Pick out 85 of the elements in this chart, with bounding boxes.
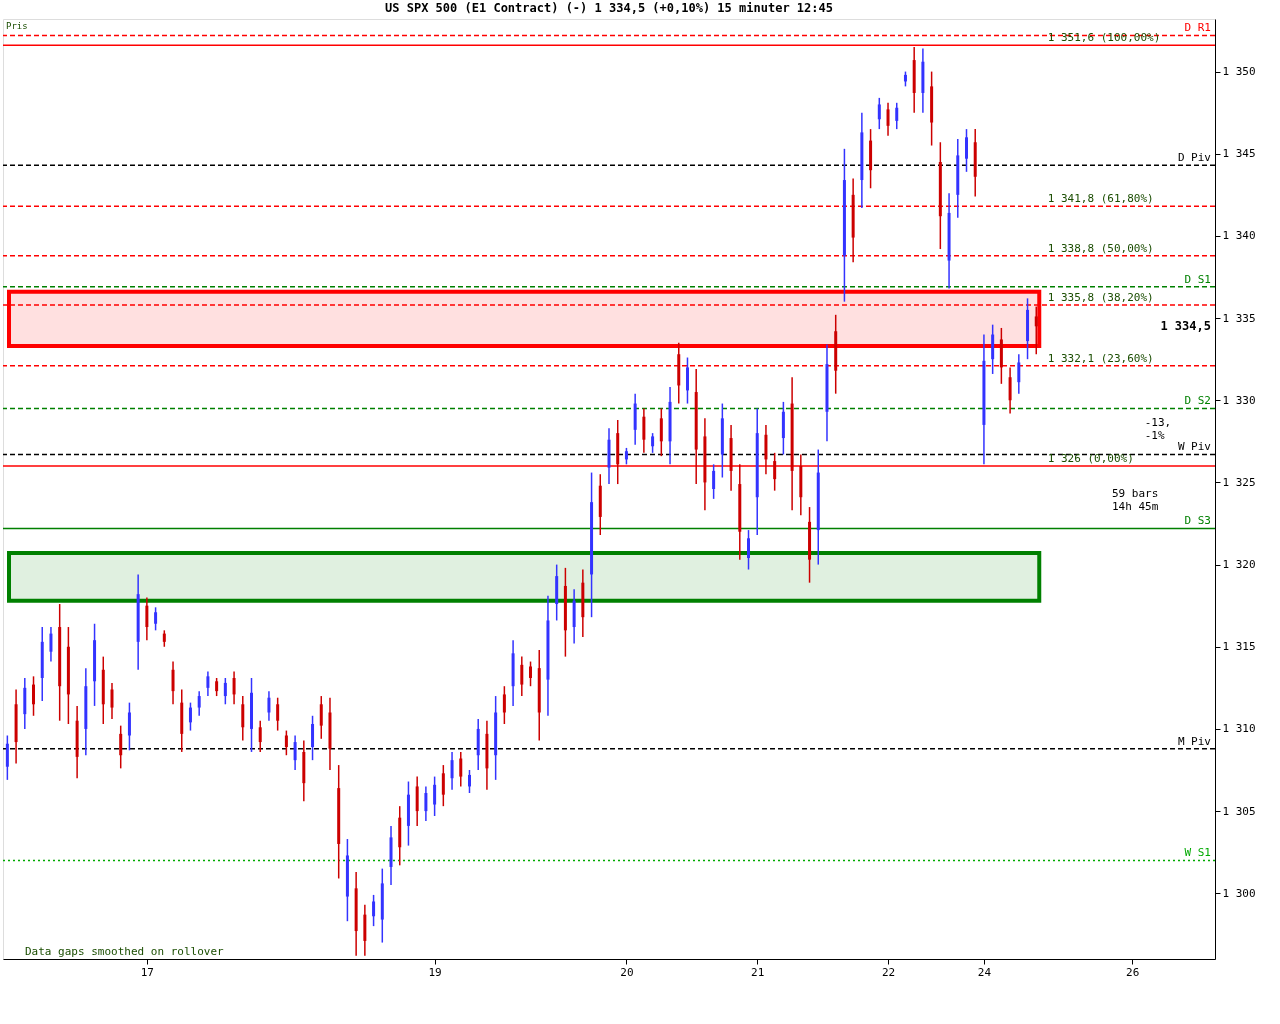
ref-line-label: D R1 bbox=[1184, 21, 1211, 35]
candlestick bbox=[502, 685, 506, 725]
y-tick-label: 1 310 bbox=[1222, 722, 1256, 736]
candlestick bbox=[145, 596, 149, 641]
annotation: 1 334,5 bbox=[1160, 319, 1211, 334]
annotation: 1 326 (0,00%) bbox=[1047, 451, 1134, 465]
candlestick bbox=[267, 690, 271, 722]
candlestick bbox=[467, 769, 471, 794]
candlestick bbox=[197, 690, 201, 717]
candlestick bbox=[895, 102, 899, 130]
annotation: 1 332,1 (23,60%) bbox=[1047, 351, 1154, 365]
candlestick bbox=[258, 719, 262, 753]
candlestick bbox=[529, 660, 533, 687]
chart-title: US SPX 500 (E1 Contract) (-) 1 334,5 (+0,10%) 15 minuter 12:45 bbox=[385, 1, 833, 15]
annotation: 59 bars 14h 45m bbox=[1111, 486, 1159, 513]
x-tick-label: 20 bbox=[620, 965, 634, 979]
candlestick bbox=[685, 356, 689, 405]
ref-line-label: D S1 bbox=[1184, 272, 1211, 286]
y-axis-title: Pris bbox=[6, 21, 28, 31]
candlestick bbox=[154, 606, 158, 632]
candlestick bbox=[1017, 353, 1021, 395]
annotation: 1 335,8 (38,20%) bbox=[1047, 290, 1154, 304]
candlestick bbox=[311, 715, 315, 761]
candlestick bbox=[119, 724, 123, 770]
ref-line-label: D Piv bbox=[1177, 151, 1212, 165]
y-tick-label: 1 330 bbox=[1222, 393, 1256, 407]
candlestick bbox=[188, 701, 192, 732]
ref-line-label: D S2 bbox=[1184, 394, 1211, 408]
x-tick-label: 19 bbox=[428, 965, 442, 979]
candlestick bbox=[712, 463, 716, 500]
candlestick bbox=[520, 655, 524, 697]
candlestick bbox=[372, 894, 376, 927]
annotation: Data gaps smoothed on rollover bbox=[25, 945, 225, 958]
candlestick bbox=[1034, 305, 1038, 355]
x-tick-label: 21 bbox=[751, 965, 765, 979]
candlestick bbox=[877, 97, 881, 130]
annotation: 1 338,8 (50,00%) bbox=[1047, 241, 1154, 255]
x-tick-label: 24 bbox=[977, 965, 992, 979]
candlestick bbox=[424, 785, 428, 822]
candlestick bbox=[642, 407, 646, 454]
y-tick-label: 1 300 bbox=[1222, 886, 1256, 900]
candlestick bbox=[651, 432, 655, 454]
candlestick bbox=[127, 701, 131, 752]
y-tick-label: 1 325 bbox=[1222, 475, 1256, 489]
candlestick bbox=[284, 729, 288, 756]
candlestick bbox=[659, 407, 663, 457]
candlestick bbox=[319, 695, 323, 740]
y-tick-label: 1 340 bbox=[1222, 229, 1256, 243]
candlestick bbox=[232, 670, 236, 706]
candlestick bbox=[276, 696, 280, 732]
candlestick bbox=[171, 660, 175, 706]
candlestick bbox=[5, 734, 9, 781]
y-tick-label: 1 305 bbox=[1222, 804, 1256, 818]
candlestick bbox=[747, 529, 751, 571]
candlestick bbox=[293, 734, 297, 771]
candlestick bbox=[215, 677, 219, 697]
y-tick-label: 1 320 bbox=[1222, 558, 1256, 572]
candlestick bbox=[241, 695, 245, 742]
candlestick bbox=[206, 670, 210, 697]
candlestick bbox=[433, 775, 437, 817]
y-tick-label: 1 350 bbox=[1222, 65, 1256, 79]
candlestick bbox=[441, 764, 445, 807]
candlestick bbox=[32, 675, 36, 717]
candlestick bbox=[49, 626, 53, 663]
candlestick bbox=[110, 682, 114, 720]
x-tick-label: 22 bbox=[881, 965, 896, 979]
candlestick bbox=[965, 128, 968, 173]
y-tick-label: 1 315 bbox=[1222, 640, 1256, 654]
ref-line-label: W S1 bbox=[1184, 846, 1211, 860]
ref-line-label: D S3 bbox=[1184, 514, 1211, 528]
candlestick bbox=[459, 751, 463, 788]
annotation: 1 341,8 (61,80%) bbox=[1047, 192, 1154, 206]
x-tick-label: 26 bbox=[1126, 965, 1140, 979]
y-tick-label: 1 345 bbox=[1222, 147, 1256, 161]
y-tick-label: 1 335 bbox=[1222, 311, 1256, 325]
candlestick bbox=[886, 102, 890, 137]
candlestick bbox=[250, 677, 253, 753]
ref-line-label: M Piv bbox=[1177, 734, 1212, 748]
candlestick bbox=[223, 677, 227, 706]
candlestick bbox=[450, 751, 454, 791]
candlestick bbox=[773, 452, 777, 492]
ref-line-label: W Piv bbox=[1177, 440, 1212, 454]
x-tick-label: 17 bbox=[140, 965, 154, 979]
candlestick bbox=[1008, 366, 1012, 415]
annotation: -13, -1% bbox=[1144, 416, 1172, 443]
